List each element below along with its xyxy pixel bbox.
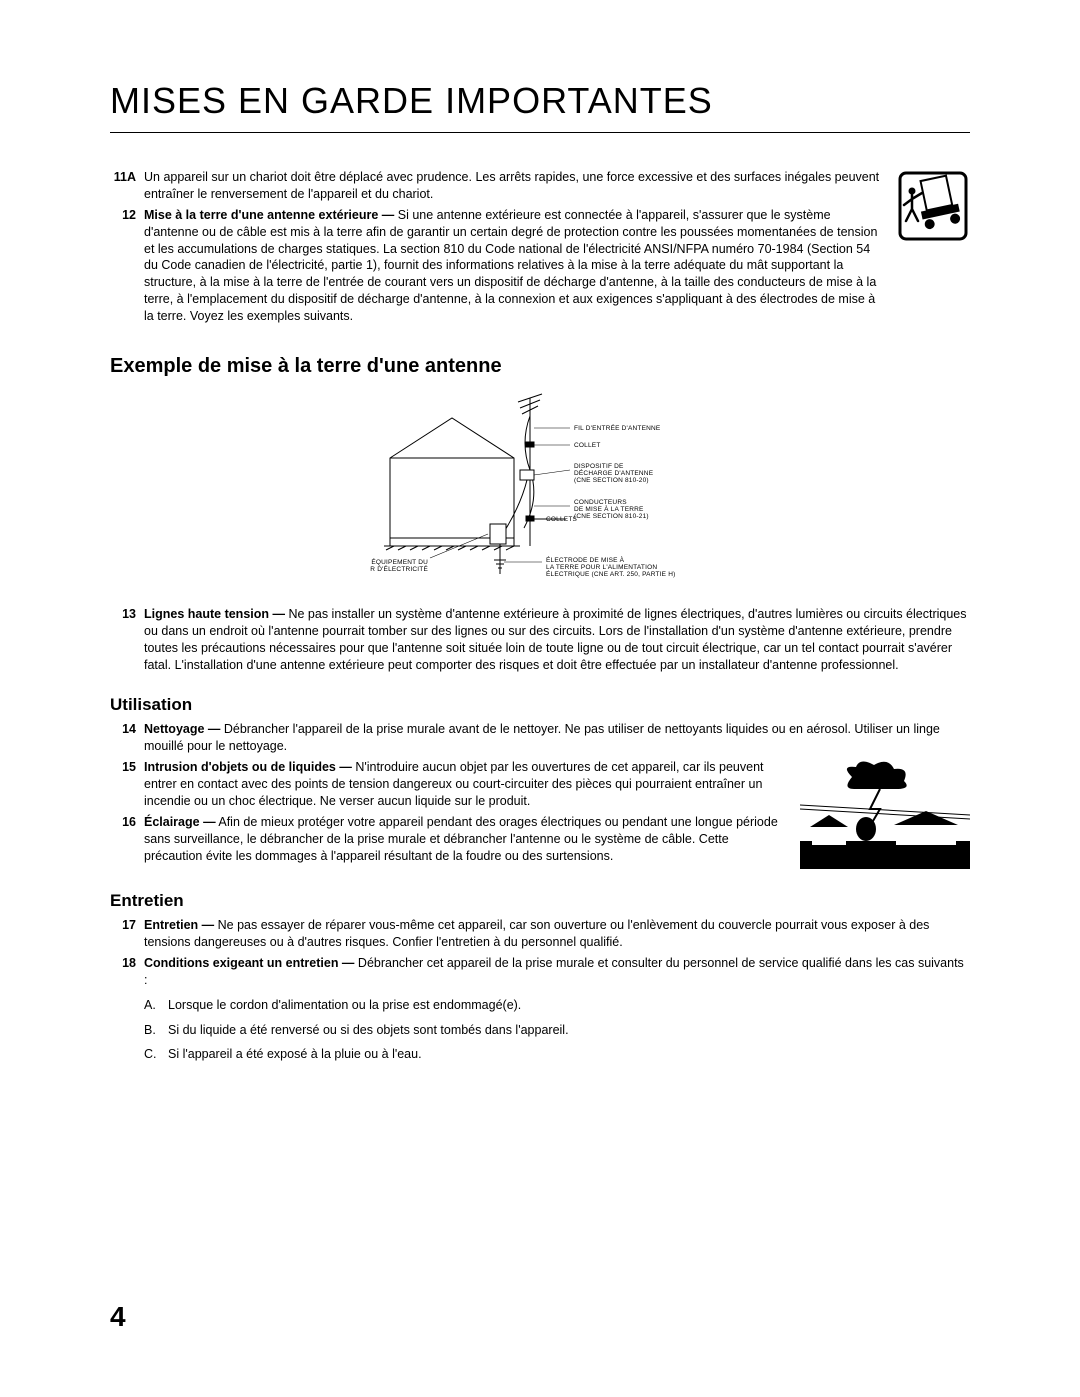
sub-letter: C.	[144, 1046, 168, 1063]
cart-tipping-icon	[896, 169, 970, 243]
item-number: 17	[110, 917, 144, 951]
item-12: 12 Mise à la terre d'une antenne extérie…	[110, 207, 880, 325]
item-17: 17 Entretien — Ne pas essayer de réparer…	[110, 917, 970, 951]
item-body: Un appareil sur un chariot doit être dép…	[144, 169, 880, 203]
sub-letter: A.	[144, 997, 168, 1014]
svg-text:COLLET: COLLET	[574, 442, 601, 449]
svg-text:DÉCHARGE D'ANTENNE: DÉCHARGE D'ANTENNE	[574, 468, 654, 477]
item-14: 14 Nettoyage — Débrancher l'appareil de …	[110, 721, 970, 755]
svg-text:(CNE SECTION 810-21): (CNE SECTION 810-21)	[574, 513, 649, 520]
svg-text:ÉLECTRODE DE MISE À: ÉLECTRODE DE MISE À	[546, 555, 625, 564]
svg-text:ÉQUIPEMENT DU: ÉQUIPEMENT DU	[371, 557, 428, 566]
item-body: Entretien — Ne pas essayer de réparer vo…	[144, 917, 970, 951]
item-number: 12	[110, 207, 144, 325]
svg-text:ÉLECTRIQUE (CNE ART. 250, PART: ÉLECTRIQUE (CNE ART. 250, PARTIE H)	[546, 569, 675, 578]
item-body: Mise à la terre d'une antenne extérieure…	[144, 207, 880, 325]
title-rule	[110, 132, 970, 133]
item-body: Conditions exigeant un entretien — Débra…	[144, 955, 970, 989]
svg-text:(CNE SECTION 810-20): (CNE SECTION 810-20)	[574, 477, 649, 484]
section-utilisation-heading: Utilisation	[110, 695, 970, 715]
sub-text: Si du liquide a été renversé ou si des o…	[168, 1022, 970, 1039]
item-body: Lignes haute tension — Ne pas installer …	[144, 606, 970, 674]
item-body: Intrusion d'objets ou de liquides — N'in…	[144, 759, 782, 810]
item-number: 14	[110, 721, 144, 755]
item-15: 15 Intrusion d'objets ou de liquides — N…	[110, 759, 782, 810]
item-number: 13	[110, 606, 144, 674]
item-body: Éclairage — Afin de mieux protéger votre…	[144, 814, 782, 865]
antenna-grounding-diagram: FIL D'ENTRÉE D'ANTENNE COLLET DISPOSITIF…	[370, 388, 710, 588]
item-16: 16 Éclairage — Afin de mieux protéger vo…	[110, 814, 782, 865]
svg-text:DISPOSITIF DE: DISPOSITIF DE	[574, 463, 624, 470]
section-antenna-heading: Exemple de mise à la terre d'une antenne	[110, 355, 970, 378]
section-entretien-heading: Entretien	[110, 891, 970, 911]
subitem-b: B. Si du liquide a été renversé ou si de…	[144, 1022, 970, 1039]
item-number: 11A	[110, 169, 144, 203]
page-title: MISES EN GARDE IMPORTANTES	[110, 80, 970, 122]
subitem-a: A. Lorsque le cordon d'alimentation ou l…	[144, 997, 970, 1014]
page: MISES EN GARDE IMPORTANTES 11A Un appare…	[0, 0, 1080, 1397]
item-11a: 11A Un appareil sur un chariot doit être…	[110, 169, 880, 203]
svg-text:LA TERRE POUR L'ALIMENTATION: LA TERRE POUR L'ALIMENTATION	[546, 564, 657, 571]
item-11a-row: 11A Un appareil sur un chariot doit être…	[110, 169, 970, 329]
sub-text: Lorsque le cordon d'alimentation ou la p…	[168, 997, 970, 1014]
item-number: 18	[110, 955, 144, 989]
item-13: 13 Lignes haute tension — Ne pas install…	[110, 606, 970, 674]
svg-text:DE MISE À LA TERRE: DE MISE À LA TERRE	[574, 504, 644, 513]
item-number: 15	[110, 759, 144, 810]
svg-text:COLLETS: COLLETS	[546, 516, 577, 523]
items-15-16-row: 15 Intrusion d'objets ou de liquides — N…	[110, 759, 970, 869]
antenna-diagram-wrap: FIL D'ENTRÉE D'ANTENNE COLLET DISPOSITIF…	[110, 388, 970, 588]
lightning-house-icon	[800, 759, 970, 869]
subitem-c: C. Si l'appareil a été exposé à la pluie…	[144, 1046, 970, 1063]
svg-text:CONDUCTEURS: CONDUCTEURS	[574, 499, 627, 506]
page-number: 4	[110, 1301, 126, 1333]
sub-text: Si l'appareil a été exposé à la pluie ou…	[168, 1046, 970, 1063]
item-number: 16	[110, 814, 144, 865]
item-18: 18 Conditions exigeant un entretien — Dé…	[110, 955, 970, 989]
svg-text:FIL D'ENTRÉE D'ANTENNE: FIL D'ENTRÉE D'ANTENNE	[574, 423, 661, 432]
svg-text:FOURNISSEUR D'ÉLECTRICITÉ: FOURNISSEUR D'ÉLECTRICITÉ	[370, 564, 428, 573]
sub-letter: B.	[144, 1022, 168, 1039]
item-body: Nettoyage — Débrancher l'appareil de la …	[144, 721, 970, 755]
